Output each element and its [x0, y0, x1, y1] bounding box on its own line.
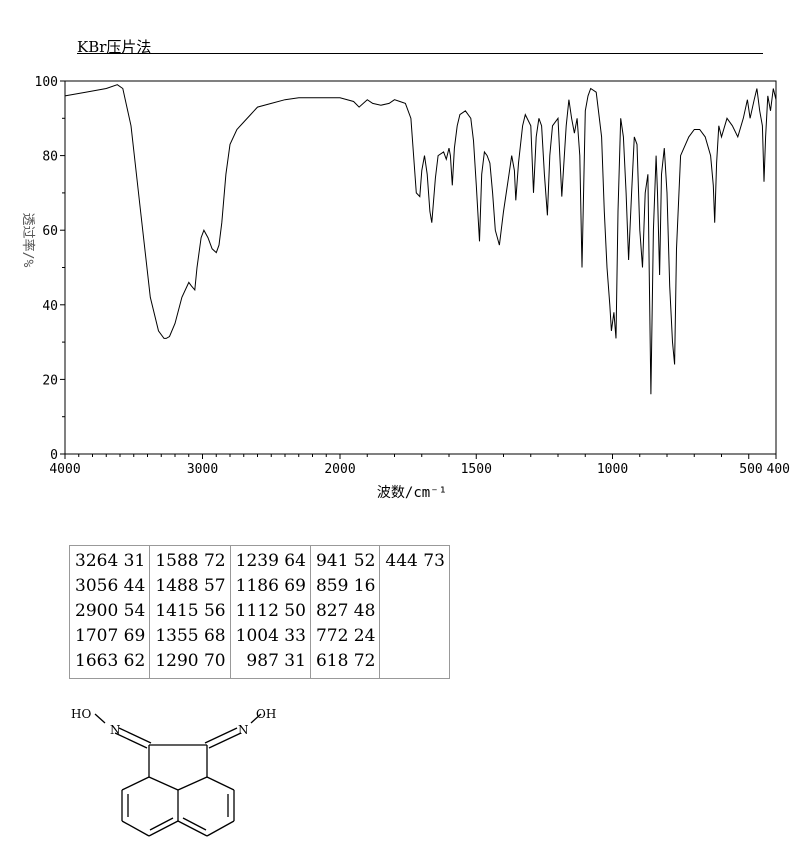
- peak-entry: 1186 69: [235, 576, 306, 596]
- peak-entry: 1663 62: [75, 651, 146, 671]
- x-tick-label: 1500: [461, 462, 492, 477]
- x-axis: 4000 3000 2000 1500 1000 500 400: [49, 454, 790, 477]
- y-tick-label: 80: [42, 150, 58, 165]
- peak-entry: 618 72: [315, 651, 376, 671]
- peak-entry: 1112 50: [235, 601, 306, 621]
- x-tick-label: 1000: [597, 462, 628, 477]
- mol-left-oh: HO: [71, 707, 91, 721]
- peak-entry: 1415 56: [155, 601, 226, 621]
- peak-entry: 2900 54: [75, 601, 146, 621]
- peak-entry: 1588 72: [155, 551, 226, 571]
- peak-entry: 1488 57: [155, 576, 226, 596]
- y-tick-label: 20: [42, 373, 58, 388]
- spectrum-line: [64, 84, 777, 395]
- molecule-structure: HO N N OH: [71, 707, 276, 837]
- peak-column: 1239 64 1186 69 1112 50 1004 33 987 31: [229, 545, 311, 679]
- header-title: KBr压片法: [77, 38, 152, 56]
- peak-entry: 1355 68: [155, 626, 226, 646]
- peak-entry: 859 16: [315, 576, 376, 596]
- peak-entry: 1707 69: [75, 626, 146, 646]
- peak-column: 941 52 859 16 827 48 772 24 618 72: [309, 545, 381, 679]
- peak-entry: 772 24: [315, 626, 376, 646]
- ir-spectrum-chart: 4000 3000 2000 1500 1000 500 400 020406080100 …: [20, 75, 790, 501]
- y-tick-label: 60: [42, 224, 58, 239]
- peak-entry: 444 73: [385, 551, 445, 571]
- y-tick-label: 0: [50, 448, 58, 463]
- peak-column: 1588 72 1488 57 1415 56 1355 68 1290 70: [149, 545, 231, 679]
- x-tick-label: 3000: [187, 462, 218, 477]
- peak-entry: 941 52: [315, 551, 376, 571]
- peak-column: 444 73: [379, 545, 450, 679]
- peak-entry: 1290 70: [155, 651, 226, 671]
- x-tick-label: 4000: [49, 462, 80, 477]
- peak-entry: 3264 31: [75, 551, 146, 571]
- x-tick-label: 2000: [324, 462, 355, 477]
- peak-entry: 827 48: [315, 601, 376, 621]
- peak-entry: 3056 44: [75, 576, 146, 596]
- header-rule: [77, 53, 763, 54]
- mol-right-n: N: [238, 723, 249, 737]
- y-axis: 0 20 40 60 80 100: [35, 75, 65, 463]
- peak-column: 3264 31 3056 44 2900 54 1707 69 1663 62: [68, 545, 151, 679]
- peak-entry: 1239 64: [235, 551, 306, 571]
- x-axis-label: 波数/cm⁻¹: [377, 485, 447, 501]
- peak-entry: 1004 33: [235, 626, 306, 646]
- y-tick-label: 40: [42, 299, 58, 314]
- x-tick-label: 500: [739, 462, 762, 477]
- peak-entry: 987 31: [235, 651, 306, 671]
- mol-right-oh: OH: [256, 707, 276, 721]
- y-axis-label: 透过率/%: [20, 213, 36, 268]
- x-tick-label: 400: [767, 462, 790, 477]
- y-tick-label: 100: [35, 75, 58, 90]
- mol-left-n: N: [110, 723, 121, 737]
- peak-table: 3264 31 3056 44 2900 54 1707 69 1663 62 1588 …: [68, 545, 450, 679]
